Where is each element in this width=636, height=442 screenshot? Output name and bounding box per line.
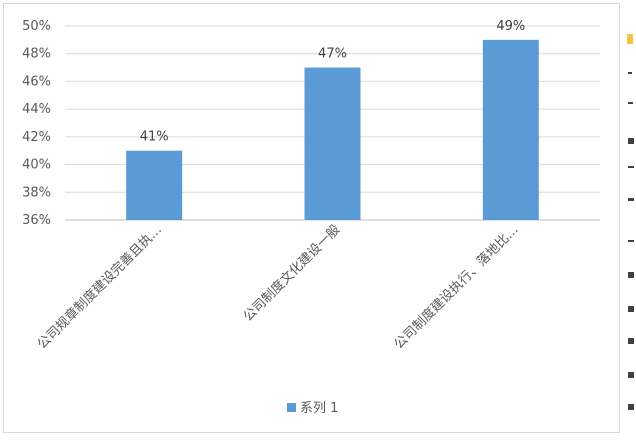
data-label: 47%	[318, 47, 347, 62]
side-strip-mark	[628, 240, 634, 242]
category-labels: 公司规章制度建设完善且执… 公司制度文化建设一般 公司制度建设执行、落地比…	[34, 222, 521, 353]
data-label: 41%	[140, 130, 169, 145]
legend-label: 系列 1	[300, 401, 338, 416]
bars	[126, 39, 539, 220]
side-strip-mark	[628, 102, 633, 104]
y-tick-label: 46%	[22, 74, 51, 89]
legend-swatch	[287, 403, 296, 412]
y-tick-label: 48%	[22, 47, 51, 62]
bar	[482, 39, 539, 220]
y-tick-label: 40%	[22, 158, 51, 173]
y-tick-label: 38%	[22, 185, 51, 200]
category-label: 公司规章制度建设完善且执…	[34, 222, 165, 353]
bar	[304, 67, 361, 220]
y-tick-label: 44%	[22, 102, 51, 117]
side-strip-mark	[628, 272, 634, 278]
data-label: 49%	[496, 19, 525, 34]
side-strip-mark	[628, 138, 634, 144]
legend: 系列 1	[287, 401, 338, 416]
y-tick-label: 42%	[22, 130, 51, 145]
side-strip-mark	[628, 372, 634, 378]
side-strip-mark	[628, 198, 634, 201]
side-strip-mark	[628, 404, 634, 410]
side-strip-mark	[628, 306, 634, 312]
side-strip-mark	[628, 338, 634, 344]
category-label: 公司制度建设执行、落地比…	[391, 222, 522, 353]
side-strip-mark	[628, 72, 632, 74]
y-axis-ticks: 36% 38% 40% 42% 44% 46% 48% 50%	[22, 19, 51, 228]
side-strip-mark	[627, 34, 633, 44]
data-labels: 41% 47% 49%	[140, 19, 526, 145]
bar	[126, 150, 183, 220]
y-tick-label: 50%	[22, 19, 51, 34]
side-strip-mark	[628, 166, 634, 168]
cropped-side-strip	[627, 34, 634, 410]
y-tick-label: 36%	[22, 213, 51, 228]
category-label: 公司制度文化建设一般	[240, 222, 343, 325]
